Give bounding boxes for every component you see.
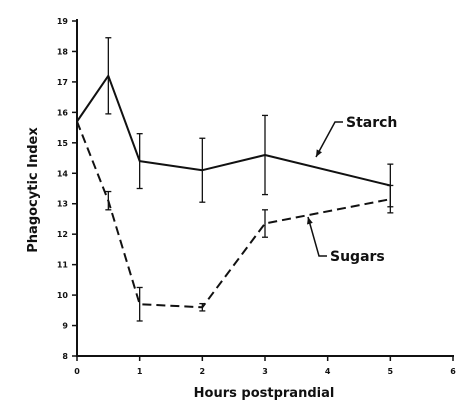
x-tick-label: 5 bbox=[388, 367, 394, 376]
series-label-starch: Starch bbox=[346, 115, 397, 131]
y-tick-label: 17 bbox=[57, 78, 68, 87]
x-tick-label: 3 bbox=[262, 367, 268, 376]
y-tick-label: 8 bbox=[62, 352, 68, 361]
series-label-sugars: Sugars bbox=[330, 249, 385, 265]
callout-arrow-starch bbox=[315, 121, 343, 158]
y-tick-label: 10 bbox=[57, 291, 69, 300]
y-tick-label: 18 bbox=[57, 47, 69, 56]
y-tick-label: 19 bbox=[57, 17, 69, 26]
series-line-sugars bbox=[76, 121, 391, 309]
x-axis-title: Hours postprandial bbox=[194, 386, 335, 401]
x-tick-label: 4 bbox=[325, 367, 331, 376]
y-tick-label: 12 bbox=[57, 230, 68, 239]
callout-arrow-sugars-arrowhead bbox=[307, 217, 313, 225]
y-tick-label: 16 bbox=[57, 108, 69, 117]
y-axis-title: Phagocytic Index bbox=[26, 127, 41, 253]
y-tick-label: 11 bbox=[57, 261, 69, 270]
x-tick-label: 6 bbox=[450, 367, 456, 376]
y-tick-label: 13 bbox=[57, 200, 68, 209]
y-tick-label: 15 bbox=[57, 139, 69, 148]
series-line-starch bbox=[76, 74, 391, 187]
y-tick-label: 9 bbox=[62, 322, 68, 331]
error-bars bbox=[105, 37, 394, 322]
x-tick-label: 0 bbox=[74, 367, 80, 376]
series-lines bbox=[76, 74, 391, 309]
x-tick-label: 2 bbox=[200, 367, 206, 376]
callout-arrow-sugars bbox=[307, 216, 327, 257]
y-tick-label: 14 bbox=[57, 169, 69, 178]
series-callouts bbox=[307, 121, 343, 257]
callout-arrow-starch-arrowhead bbox=[316, 149, 322, 157]
x-tick-label: 1 bbox=[137, 367, 143, 376]
